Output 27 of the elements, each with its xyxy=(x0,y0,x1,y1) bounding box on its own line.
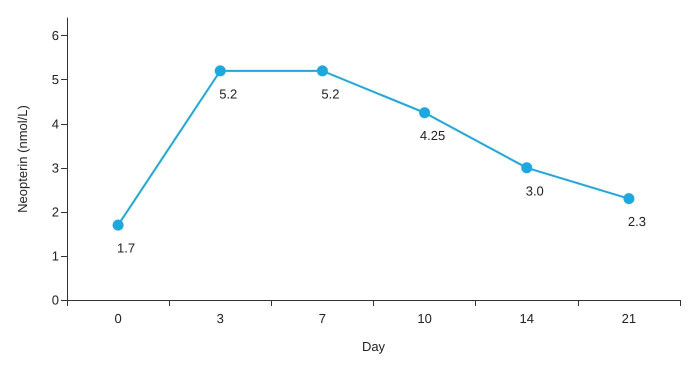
point xyxy=(521,162,532,174)
x-tick-label: 3 xyxy=(216,311,224,326)
data-label: 3.0 xyxy=(526,183,544,198)
y-tick-label: 0 xyxy=(52,292,59,308)
y-tick-label: 2 xyxy=(52,204,59,220)
y-tick-label: 3 xyxy=(52,160,59,176)
x-tick-label: 21 xyxy=(622,311,636,326)
y-tick-label: 5 xyxy=(52,72,59,88)
data-label: 5.2 xyxy=(321,86,340,102)
x-axis-title: Day xyxy=(362,339,386,354)
data-label: 4.25 xyxy=(420,128,446,144)
point xyxy=(316,65,328,76)
point xyxy=(623,193,634,204)
data-label: 5.2 xyxy=(219,86,238,102)
x-tick-label: 14 xyxy=(520,311,534,326)
y-tick-label: 1 xyxy=(52,248,59,264)
y-axis-title: Neopterin (nmol/L) xyxy=(15,105,30,213)
y-tick-label: 4 xyxy=(52,116,59,132)
x-tick-label: 10 xyxy=(417,311,432,326)
data-label: 1.7 xyxy=(117,240,136,256)
y-tick-label: 6 xyxy=(52,28,59,44)
point xyxy=(112,220,124,231)
x-tick-label: 7 xyxy=(318,311,326,326)
data-label: 2.3 xyxy=(628,214,646,230)
x-tick-label: 0 xyxy=(114,311,122,326)
point xyxy=(214,65,226,76)
point xyxy=(419,107,430,118)
